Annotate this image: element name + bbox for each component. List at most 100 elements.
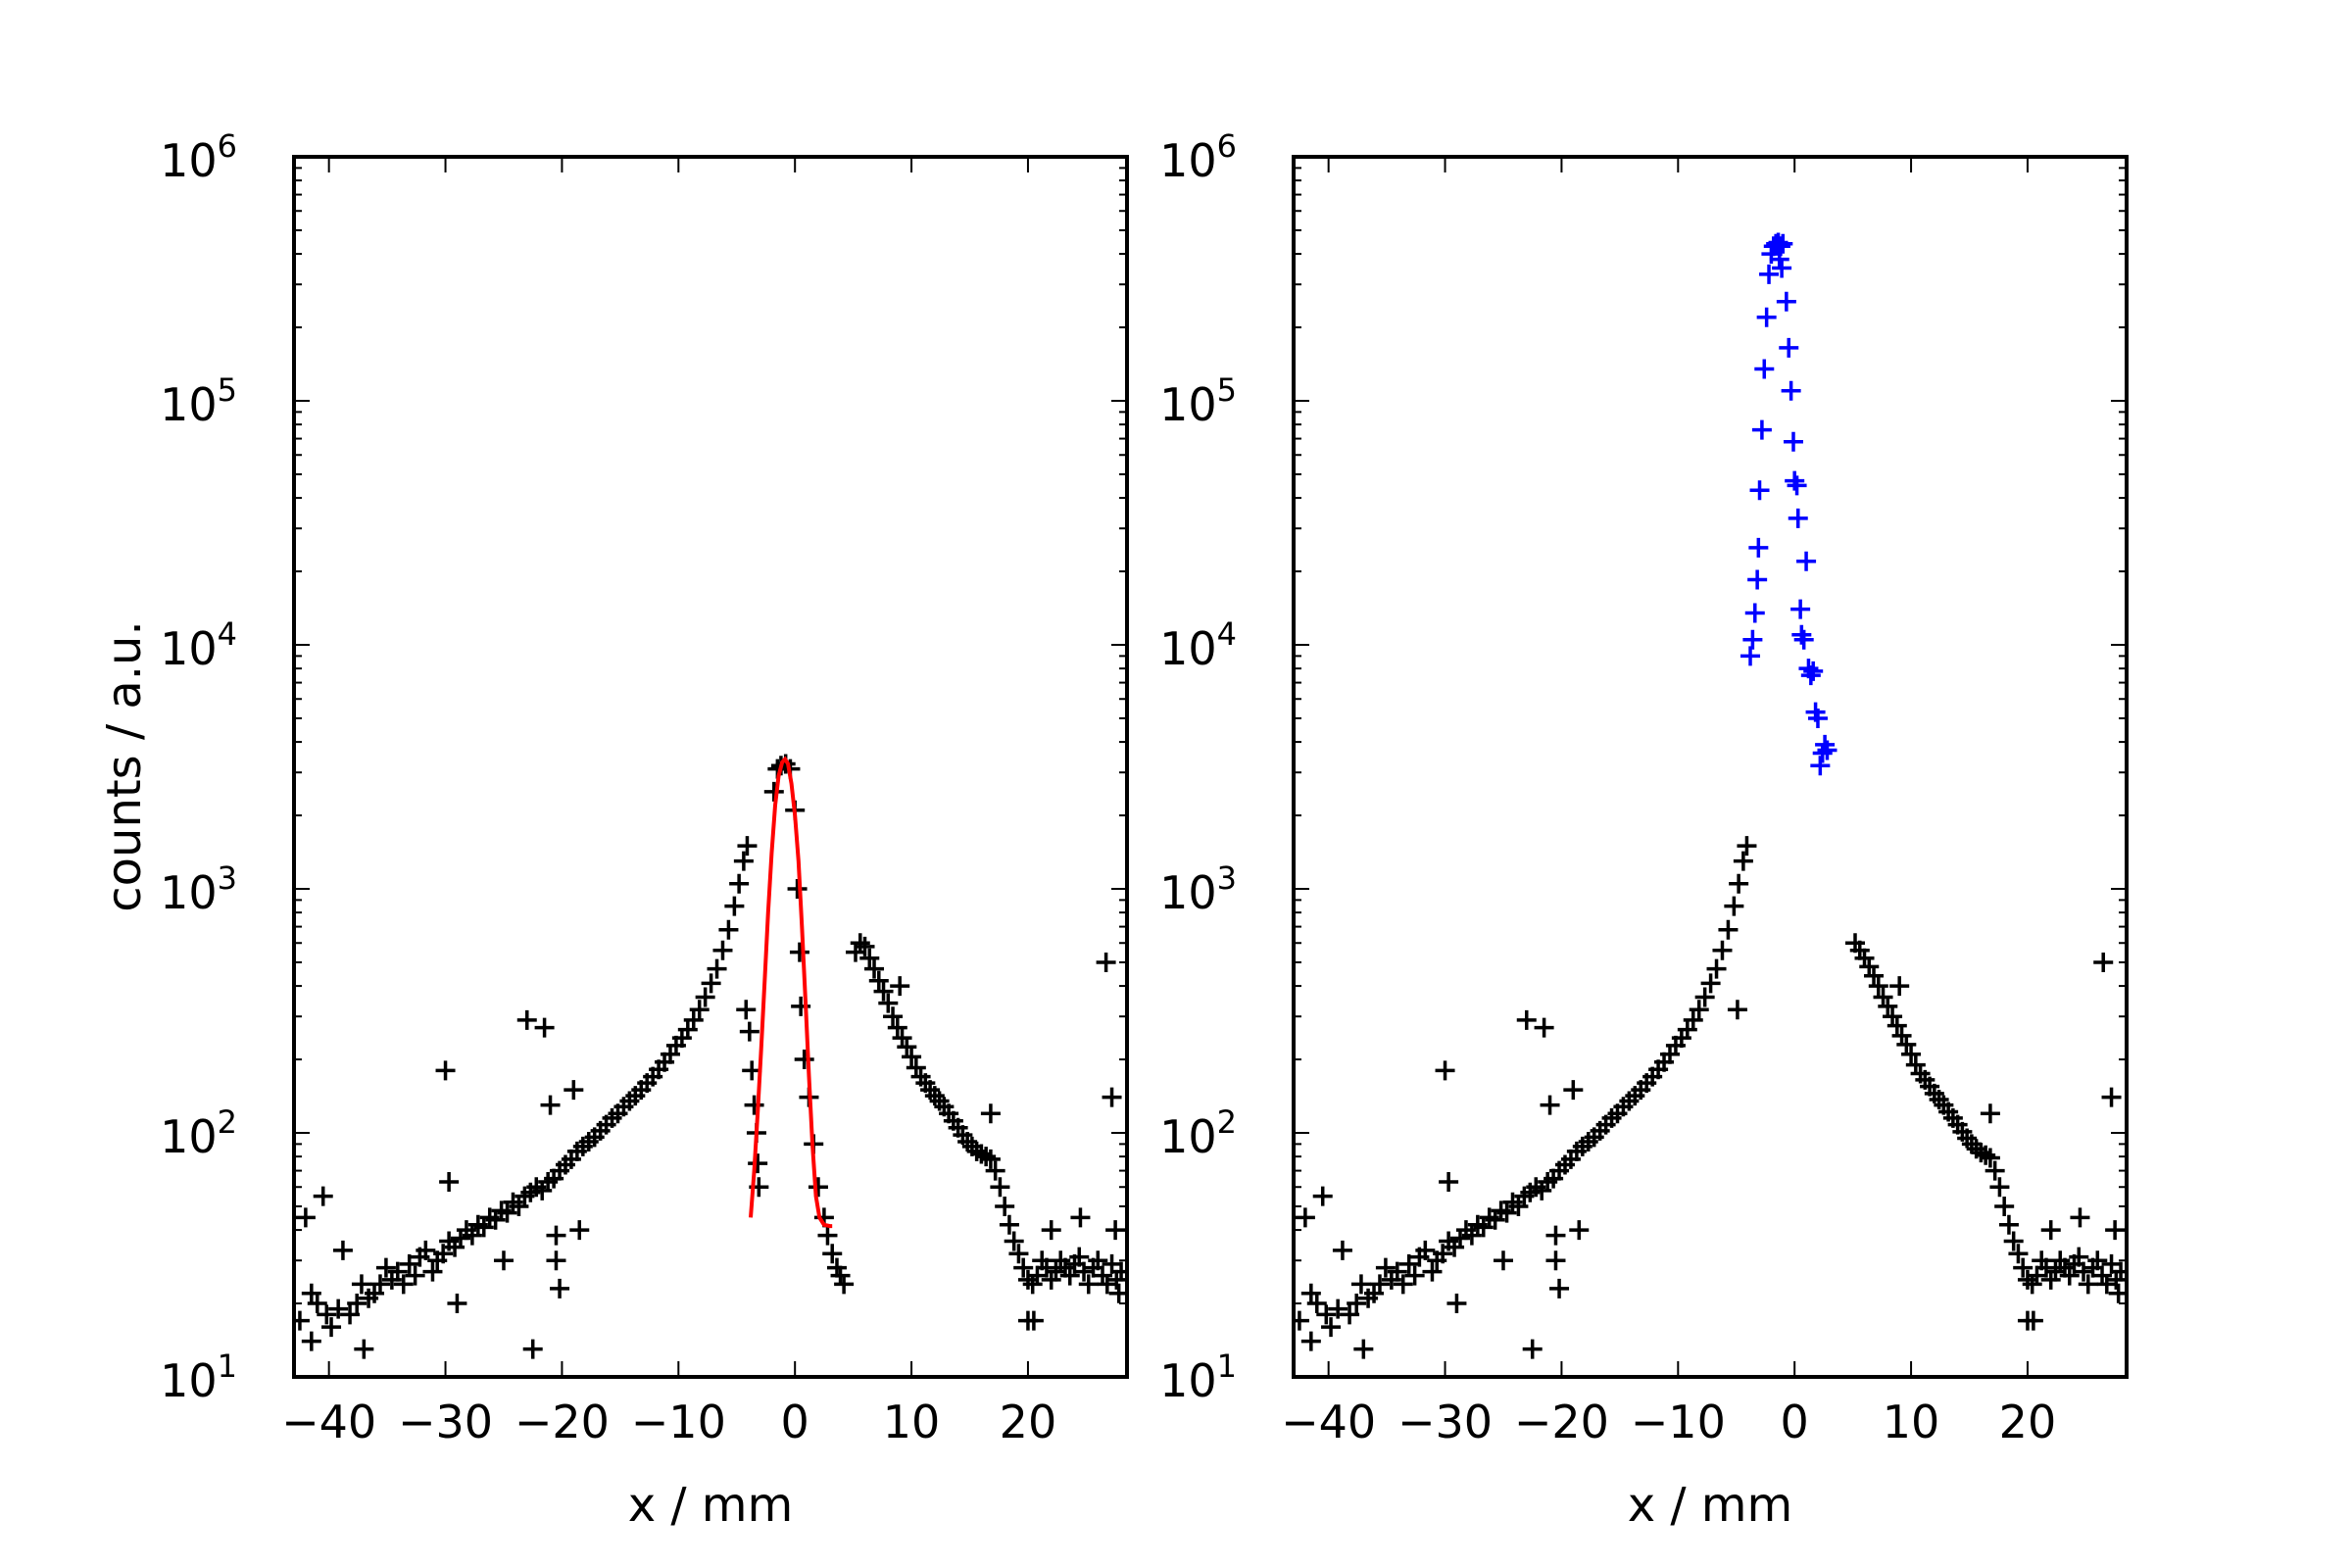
right-peak-point <box>1787 475 1807 496</box>
right-profile-point <box>1689 1000 1709 1020</box>
right-profile-point <box>1712 940 1733 960</box>
right-profile-point <box>1980 1148 2000 1168</box>
left-profile-point <box>1017 1269 1038 1290</box>
left-xtick-label: −40 <box>281 1396 376 1448</box>
left-profile-point <box>999 1214 1019 1235</box>
left-profile-point <box>1111 1261 1127 1282</box>
left-profile-point <box>497 1202 517 1223</box>
left-profile-point <box>850 933 870 954</box>
right-profile-point <box>1316 1304 1337 1325</box>
left-profile-point <box>369 1274 390 1295</box>
right-profile-point <box>1901 1044 1922 1064</box>
left-profile-point <box>868 970 889 991</box>
left-profile-point <box>733 851 754 871</box>
left-profile-point <box>1069 1247 1090 1267</box>
left-profile-point <box>294 1310 310 1331</box>
left-profile-point <box>569 1220 590 1241</box>
right-profile-point <box>1439 1171 1459 1192</box>
right-profile-point <box>1473 1217 1494 1238</box>
left-profile-point <box>347 1294 368 1314</box>
right-peak-point <box>1747 569 1768 590</box>
right-profile-point <box>1706 958 1727 979</box>
right-data-layer <box>1294 232 2127 1359</box>
right-profile-point <box>1683 1009 1703 1030</box>
left-profile-point <box>422 1261 443 1282</box>
left-profile-point <box>683 1009 704 1030</box>
right-peak-point <box>1744 603 1765 623</box>
right-profile-point <box>1398 1253 1419 1274</box>
left-profile-point <box>375 1257 396 1278</box>
right-peak-point <box>1800 665 1821 686</box>
left-profile-point <box>1022 1274 1043 1295</box>
left-profile-point <box>340 1304 361 1325</box>
left-profile-point <box>902 1047 922 1067</box>
left-profile-point <box>724 896 745 916</box>
right-xtick-label: 10 <box>1883 1396 1940 1448</box>
left-profile-point <box>447 1294 467 1314</box>
right-profile-point <box>1864 965 1885 986</box>
right-peak-point <box>1773 233 1793 254</box>
right-profile-point <box>1312 1186 1333 1206</box>
left-profile-point <box>321 1317 342 1338</box>
left-xtick-label: −20 <box>514 1396 610 1448</box>
left-xtick-label: −30 <box>398 1396 493 1448</box>
left-profile-point <box>748 1153 768 1174</box>
left-profile-point <box>737 836 758 857</box>
left-profile-point <box>317 1304 337 1325</box>
right-profile-point <box>1295 1207 1315 1228</box>
right-profile-point <box>1493 1250 1513 1271</box>
right-profile-point <box>1332 1240 1352 1260</box>
right-peak-point <box>1812 743 1833 763</box>
right-profile-point <box>1878 996 1898 1016</box>
left-profile-point <box>763 781 784 802</box>
left-y-axis-label: counts / a.u. <box>97 620 152 911</box>
left-profile-point <box>550 1278 570 1298</box>
right-profile-point <box>2069 1247 2089 1267</box>
left-profile-point <box>433 1244 454 1264</box>
right-profile-point <box>1859 956 1880 977</box>
left-profile-point <box>1070 1207 1091 1228</box>
right-xtick-label: −10 <box>1631 1396 1726 1448</box>
left-profile-point <box>509 1196 529 1216</box>
left-profile-point <box>689 1000 710 1020</box>
right-peak-point <box>1817 740 1838 760</box>
right-profile-point <box>1347 1294 1367 1314</box>
left-profile-point <box>435 1060 456 1081</box>
left-profile-point <box>985 1160 1005 1181</box>
left-profile-point <box>834 1274 855 1295</box>
left-profile-point <box>1096 952 1116 972</box>
right-profile-point <box>1873 987 1893 1007</box>
right-peak-point <box>1756 307 1777 327</box>
left-profile-point <box>522 1339 543 1359</box>
left-xtick-label: 20 <box>1000 1396 1057 1448</box>
left-profile-point <box>980 1103 1001 1124</box>
right-profile-point <box>2087 1250 2108 1271</box>
left-profile-point <box>995 1196 1015 1216</box>
right-profile-point <box>1733 851 1753 871</box>
left-profile-point <box>439 1171 460 1192</box>
left-profile-point <box>883 1006 904 1027</box>
right-profile-point <box>2008 1244 2029 1264</box>
left-profile-point <box>1041 1220 1061 1241</box>
right-peak-point <box>1759 264 1780 284</box>
left-profile-point <box>739 1021 760 1042</box>
right-profile-point <box>1508 1196 1529 1216</box>
left-profile-point <box>736 1000 757 1020</box>
left-profile-point <box>1102 1087 1122 1107</box>
left-profile-point <box>307 1294 327 1314</box>
left-profile-point <box>546 1225 566 1246</box>
left-profile-point <box>1093 1265 1113 1286</box>
right-profile-point <box>1998 1214 2019 1235</box>
right-profile-point <box>1545 1250 1566 1271</box>
left-profile-point <box>1097 1274 1117 1295</box>
right-xtick-label: −30 <box>1397 1396 1493 1448</box>
right-profile-point <box>2074 1261 2094 1282</box>
right-peak-point <box>1785 470 1805 491</box>
right-profile-point <box>1549 1278 1570 1298</box>
right-profile-point <box>1727 1000 1747 1020</box>
right-peak-point <box>1742 629 1763 650</box>
left-profile-point <box>980 1149 1001 1169</box>
right-peak-point <box>1788 508 1808 528</box>
right-profile-point <box>2017 1269 2037 1290</box>
right-profile-point <box>1387 1261 1407 1282</box>
